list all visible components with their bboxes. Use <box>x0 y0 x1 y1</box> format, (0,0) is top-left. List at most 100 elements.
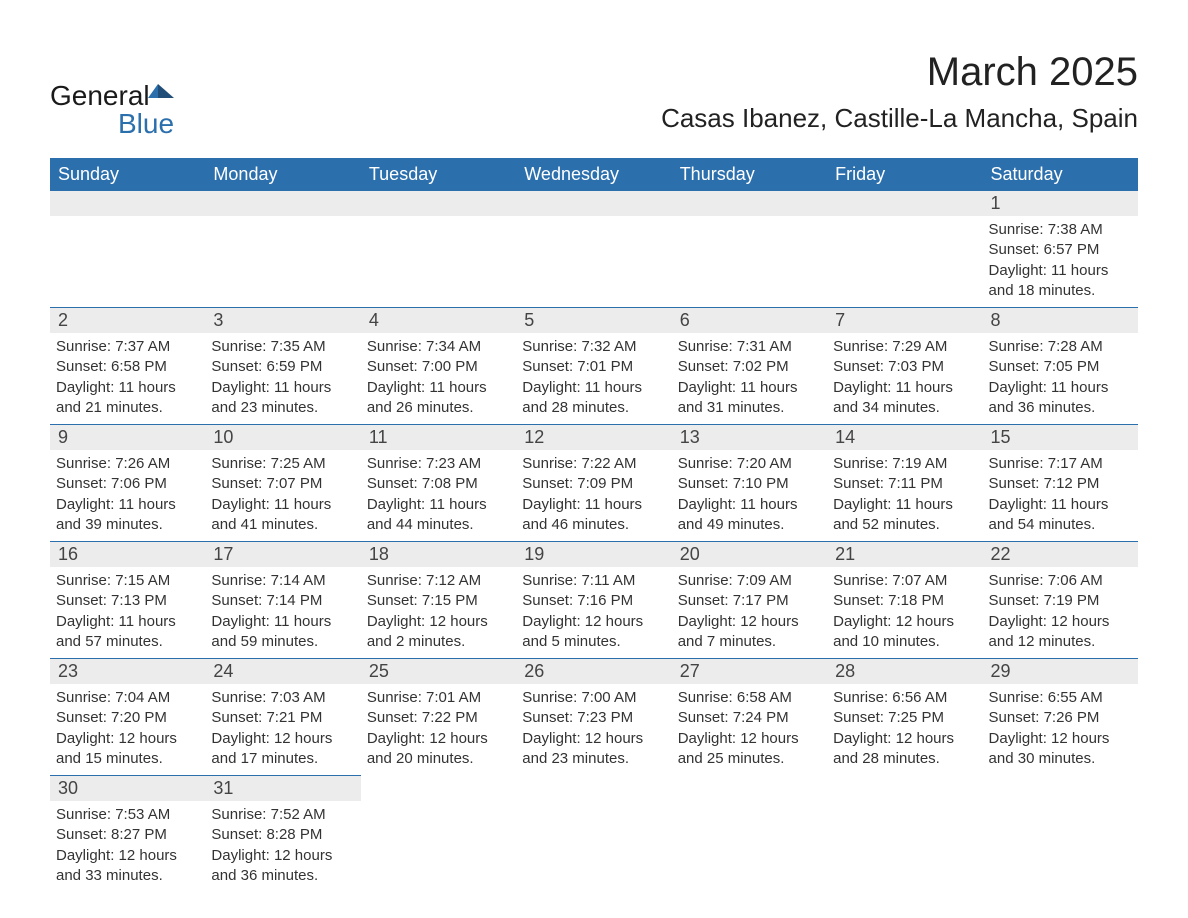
day-number: 15 <box>983 425 1138 450</box>
sunrise-text: Sunrise: 7:26 AM <box>56 454 199 474</box>
daylight-text: Daylight: 11 hours and 59 minutes. <box>211 612 354 653</box>
day-cell: Sunrise: 7:22 AMSunset: 7:09 PMDaylight:… <box>516 450 671 541</box>
day-cell: Sunrise: 7:14 AMSunset: 7:14 PMDaylight:… <box>205 567 360 658</box>
title-block: March 2025 Casas Ibanez, Castille-La Man… <box>661 50 1138 134</box>
day-number: 13 <box>672 425 827 450</box>
sunrise-text: Sunrise: 7:11 AM <box>522 571 665 591</box>
daylight-text: Daylight: 12 hours and 30 minutes. <box>989 729 1132 770</box>
daylight-text: Daylight: 12 hours and 33 minutes. <box>56 846 199 887</box>
daylight-text: Daylight: 11 hours and 49 minutes. <box>678 495 821 536</box>
sunrise-text: Sunrise: 7:25 AM <box>211 454 354 474</box>
sunrise-text: Sunrise: 7:29 AM <box>833 337 976 357</box>
day-cell: Sunrise: 7:35 AMSunset: 6:59 PMDaylight:… <box>205 333 360 424</box>
day-header: Sunday <box>50 158 205 191</box>
daylight-text: Daylight: 12 hours and 5 minutes. <box>522 612 665 653</box>
brand-word1: General <box>50 80 150 111</box>
day-number: 24 <box>205 659 360 684</box>
sunrise-text: Sunrise: 7:17 AM <box>989 454 1132 474</box>
day-header: Tuesday <box>361 158 516 191</box>
day-number <box>516 191 671 216</box>
week-daynum-row: 2345678 <box>50 308 1138 334</box>
week-daynum-row: 9101112131415 <box>50 425 1138 451</box>
day-number: 16 <box>50 542 205 567</box>
sunrise-text: Sunrise: 7:00 AM <box>522 688 665 708</box>
sunrise-text: Sunrise: 7:12 AM <box>367 571 510 591</box>
day-number: 7 <box>827 308 982 333</box>
day-header: Friday <box>827 158 982 191</box>
day-cell <box>361 216 516 246</box>
brand-logo: General Blue <box>50 80 176 140</box>
day-header: Thursday <box>672 158 827 191</box>
day-cell: Sunrise: 7:07 AMSunset: 7:18 PMDaylight:… <box>827 567 982 658</box>
daylight-text: Daylight: 11 hours and 39 minutes. <box>56 495 199 536</box>
sunset-text: Sunset: 8:28 PM <box>211 825 354 845</box>
day-number: 23 <box>50 659 205 684</box>
sunset-text: Sunset: 7:13 PM <box>56 591 199 611</box>
daylight-text: Daylight: 12 hours and 2 minutes. <box>367 612 510 653</box>
sunrise-text: Sunrise: 7:15 AM <box>56 571 199 591</box>
header: General Blue March 2025 Casas Ibanez, Ca… <box>50 50 1138 140</box>
sunset-text: Sunset: 7:09 PM <box>522 474 665 494</box>
day-number: 12 <box>516 425 671 450</box>
daylight-text: Daylight: 11 hours and 52 minutes. <box>833 495 976 536</box>
week-content-row: Sunrise: 7:26 AMSunset: 7:06 PMDaylight:… <box>50 450 1138 542</box>
day-number <box>827 776 982 801</box>
sunrise-text: Sunrise: 6:56 AM <box>833 688 976 708</box>
day-cell: Sunrise: 7:00 AMSunset: 7:23 PMDaylight:… <box>516 684 671 775</box>
sunset-text: Sunset: 7:11 PM <box>833 474 976 494</box>
week-content-row: Sunrise: 7:04 AMSunset: 7:20 PMDaylight:… <box>50 684 1138 776</box>
sunset-text: Sunset: 7:02 PM <box>678 357 821 377</box>
page-title: March 2025 <box>661 50 1138 95</box>
sunrise-text: Sunrise: 7:04 AM <box>56 688 199 708</box>
day-cell: Sunrise: 6:56 AMSunset: 7:25 PMDaylight:… <box>827 684 982 775</box>
day-cell <box>516 216 671 246</box>
daylight-text: Daylight: 11 hours and 41 minutes. <box>211 495 354 536</box>
sunset-text: Sunset: 6:57 PM <box>989 240 1132 260</box>
sunset-text: Sunset: 7:07 PM <box>211 474 354 494</box>
sunrise-text: Sunrise: 7:03 AM <box>211 688 354 708</box>
sunrise-text: Sunrise: 7:52 AM <box>211 805 354 825</box>
sunset-text: Sunset: 7:17 PM <box>678 591 821 611</box>
daylight-text: Daylight: 12 hours and 28 minutes. <box>833 729 976 770</box>
day-cell: Sunrise: 7:09 AMSunset: 7:17 PMDaylight:… <box>672 567 827 658</box>
sunset-text: Sunset: 7:10 PM <box>678 474 821 494</box>
daylight-text: Daylight: 12 hours and 23 minutes. <box>522 729 665 770</box>
sunrise-text: Sunrise: 7:23 AM <box>367 454 510 474</box>
day-number: 2 <box>50 308 205 333</box>
daylight-text: Daylight: 12 hours and 25 minutes. <box>678 729 821 770</box>
day-number <box>672 191 827 216</box>
day-number: 18 <box>361 542 516 567</box>
sunrise-text: Sunrise: 6:58 AM <box>678 688 821 708</box>
day-number: 31 <box>205 776 360 801</box>
day-cell: Sunrise: 7:53 AMSunset: 8:27 PMDaylight:… <box>50 801 205 892</box>
day-number: 4 <box>361 308 516 333</box>
day-cell: Sunrise: 6:58 AMSunset: 7:24 PMDaylight:… <box>672 684 827 775</box>
sunset-text: Sunset: 7:15 PM <box>367 591 510 611</box>
sunset-text: Sunset: 6:59 PM <box>211 357 354 377</box>
day-cell <box>672 216 827 246</box>
brand-flag-icon <box>148 80 176 100</box>
day-cell: Sunrise: 7:37 AMSunset: 6:58 PMDaylight:… <box>50 333 205 424</box>
day-cell: Sunrise: 7:38 AMSunset: 6:57 PMDaylight:… <box>983 216 1138 307</box>
daylight-text: Daylight: 11 hours and 26 minutes. <box>367 378 510 419</box>
sunrise-text: Sunrise: 7:34 AM <box>367 337 510 357</box>
week-content-row: Sunrise: 7:15 AMSunset: 7:13 PM Daylight:… <box>50 567 1138 659</box>
day-number: 11 <box>361 425 516 450</box>
daylight-text: Daylight: 11 hours and 44 minutes. <box>367 495 510 536</box>
sunrise-text: Sunrise: 7:28 AM <box>989 337 1132 357</box>
daylight-text: Daylight: 11 hours and 18 minutes. <box>989 261 1132 302</box>
day-cell: Sunrise: 7:06 AMSunset: 7:19 PMDaylight:… <box>983 567 1138 658</box>
day-cell <box>827 801 982 831</box>
day-number: 29 <box>983 659 1138 684</box>
sunrise-text: Sunrise: 7:20 AM <box>678 454 821 474</box>
daylight-text: Daylight: 11 hours and 23 minutes. <box>211 378 354 419</box>
day-header-row: Sunday Monday Tuesday Wednesday Thursday… <box>50 158 1138 191</box>
day-cell <box>50 216 205 246</box>
day-number: 17 <box>205 542 360 567</box>
day-number <box>672 776 827 801</box>
sunrise-text: Sunrise: 7:32 AM <box>522 337 665 357</box>
day-number: 22 <box>983 542 1138 567</box>
daylight-text: Daylight: 12 hours and 10 minutes. <box>833 612 976 653</box>
day-number <box>361 776 516 801</box>
day-number: 30 <box>50 776 205 801</box>
